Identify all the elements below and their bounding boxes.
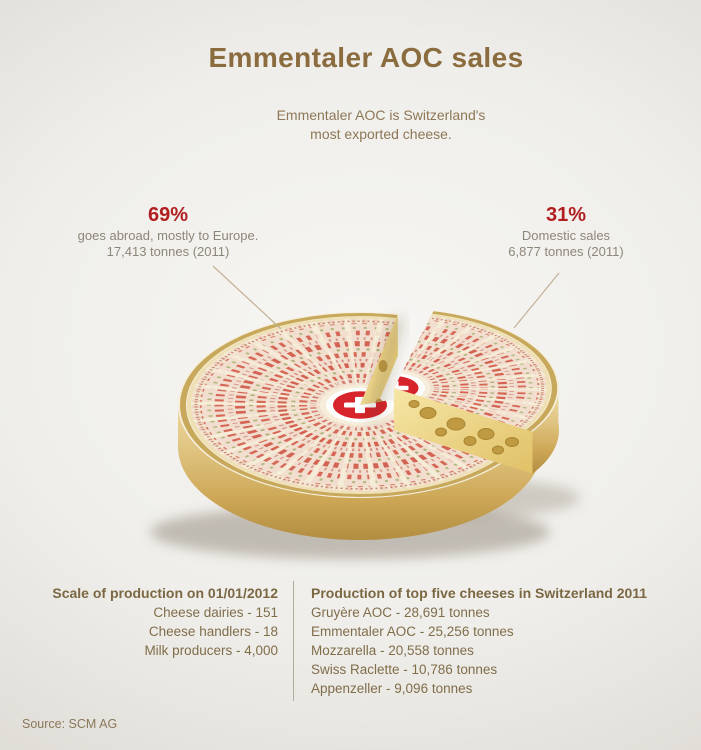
stat-item: Gruyère AOC - 28,691 tonnes bbox=[311, 605, 490, 620]
export-amount: 17,413 tonnes (2011) bbox=[106, 244, 230, 259]
callout-domestic: 31% Domestic sales 6,877 tonnes (2011) bbox=[508, 204, 623, 260]
production-scale-stats: Scale of production on 01/01/2012 Cheese… bbox=[0, 584, 278, 660]
stat-item: Emmentaler AOC - 25,256 tonnes bbox=[311, 624, 514, 639]
stat-item: Cheese handlers - 18 bbox=[148, 624, 278, 639]
stat-item: Appenzeller - 9,096 tonnes bbox=[311, 681, 473, 696]
subtitle-line-1: Emmentaler AOC is Switzerland's bbox=[276, 107, 486, 123]
leader-line-export bbox=[212, 265, 282, 330]
source-note: Source: SCM AG bbox=[22, 717, 118, 731]
stat-item: Milk producers - 4,000 bbox=[144, 643, 278, 658]
domestic-amount: 6,877 tonnes (2011) bbox=[508, 244, 624, 259]
leader-line-domestic bbox=[513, 272, 560, 329]
stats-divider bbox=[293, 581, 294, 701]
cheese-holes bbox=[408, 400, 519, 455]
page-title: Emmentaler AOC sales bbox=[208, 42, 524, 73]
domestic-description: Domestic sales bbox=[521, 228, 611, 243]
stat-item: Cheese dairies - 151 bbox=[153, 605, 278, 620]
subtitle-line-2: most exported cheese. bbox=[310, 126, 452, 142]
callout-export: 69% goes abroad, mostly to Europe. 17,41… bbox=[78, 204, 259, 260]
domestic-percent: 31% bbox=[545, 204, 587, 226]
cut-gap-shadow bbox=[367, 316, 404, 422]
pie-slice-export bbox=[178, 312, 542, 541]
production-scale-heading: Scale of production on 01/01/2012 bbox=[52, 585, 278, 601]
subtitle: Emmentaler AOC is Switzerland's most exp… bbox=[277, 106, 486, 144]
cheese-shadow bbox=[150, 479, 580, 559]
stat-item: Mozzarella - 20,558 tonnes bbox=[311, 643, 474, 658]
stat-item: Swiss Raclette - 10,786 tonnes bbox=[311, 662, 498, 677]
top-cheeses-stats: Production of top five cheeses in Switze… bbox=[311, 584, 647, 698]
pie-slice-domestic bbox=[394, 308, 560, 474]
top-cheeses-heading: Production of top five cheeses in Switze… bbox=[311, 585, 648, 601]
export-description: goes abroad, mostly to Europe. bbox=[77, 228, 259, 243]
export-percent: 69% bbox=[147, 204, 189, 226]
